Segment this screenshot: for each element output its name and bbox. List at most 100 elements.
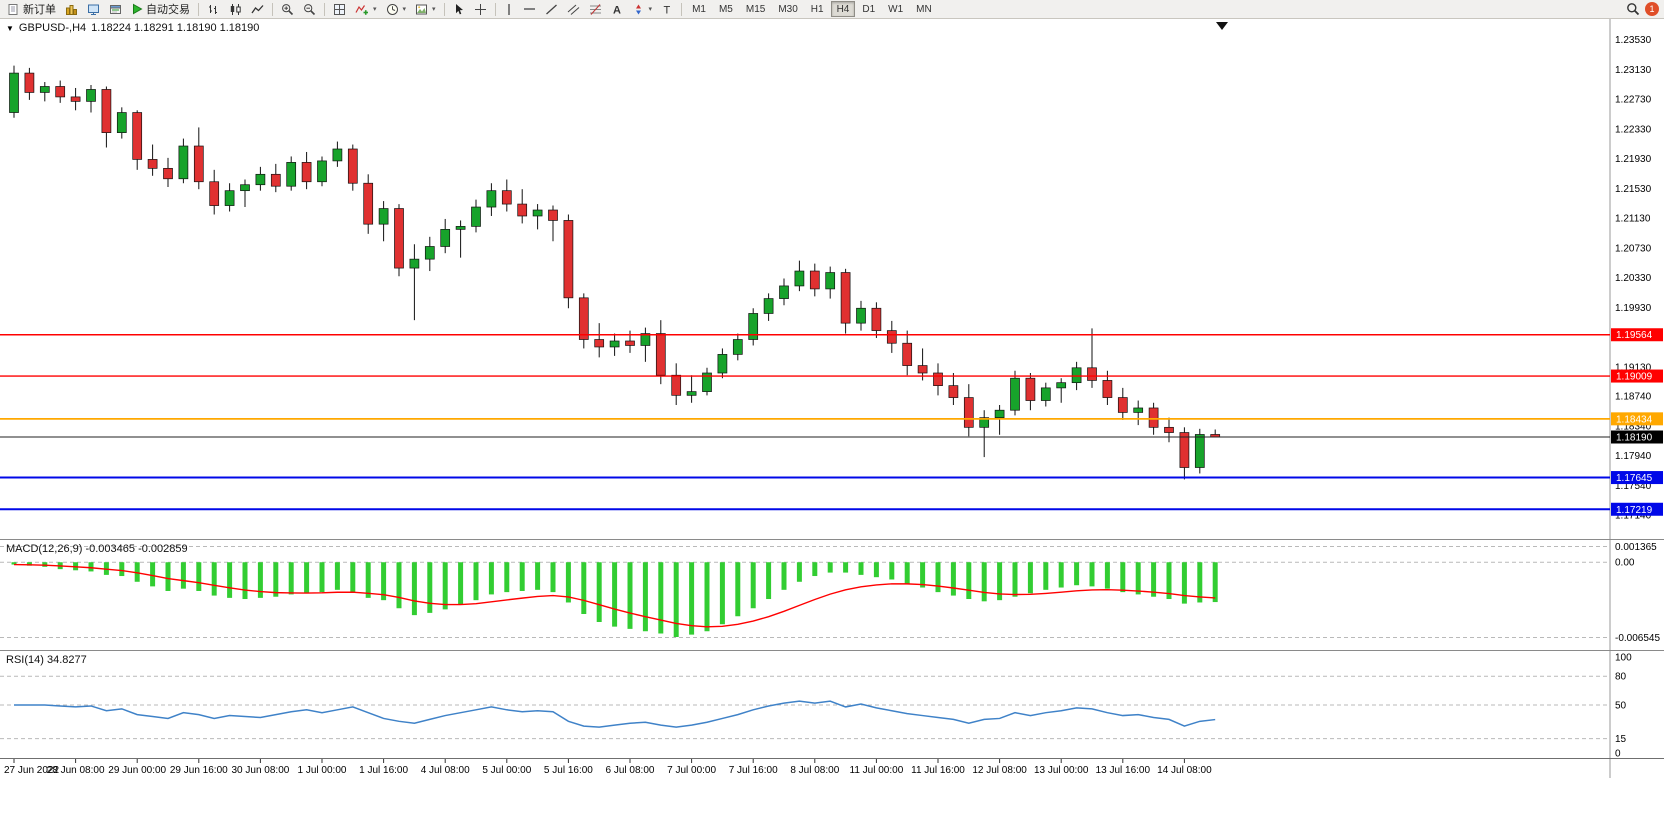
auto-trading-label: 自动交易 xyxy=(146,4,190,16)
crosshair-button[interactable] xyxy=(470,1,491,18)
svg-text:-0.006545: -0.006545 xyxy=(1615,633,1660,644)
svg-text:1.23130: 1.23130 xyxy=(1615,65,1652,76)
svg-text:50: 50 xyxy=(1615,701,1627,712)
search-icon xyxy=(1626,2,1640,16)
svg-text:6 Jul 08:00: 6 Jul 08:00 xyxy=(606,765,655,776)
svg-text:1.19564: 1.19564 xyxy=(1616,330,1653,341)
svg-text:15: 15 xyxy=(1615,734,1627,745)
macd-signal-line xyxy=(13,563,1216,628)
svg-text:0.00: 0.00 xyxy=(1615,558,1635,569)
auto-trading-button[interactable]: 自动交易 xyxy=(127,1,194,18)
tile-windows-icon xyxy=(333,3,346,16)
channel-button[interactable] xyxy=(563,1,584,18)
svg-text:28 Jun 08:00: 28 Jun 08:00 xyxy=(47,765,105,776)
time-axis-panel[interactable]: 27 Jun 2022 28 Jun 08:00 29 Jun 00:00 29 Ju… xyxy=(0,758,1664,778)
chevron-down-icon: ▾ xyxy=(648,6,653,13)
svg-text:1.17140: 1.17140 xyxy=(1615,511,1652,522)
market-watch-button[interactable] xyxy=(83,1,104,18)
rsi-canvas[interactable]: 100 80 50 15 0 xyxy=(0,651,1664,758)
arrows-icon xyxy=(632,3,645,16)
timeframe-m15-button[interactable]: M15 xyxy=(740,1,771,17)
svg-text:8 Jul 08:00: 8 Jul 08:00 xyxy=(790,765,839,776)
main-chart-panel[interactable]: 1.23530 1.23130 1.22730 1.22330 1.21930 1.215… xyxy=(0,19,1664,539)
svg-text:1.20730: 1.20730 xyxy=(1615,243,1652,254)
svg-text:1 Jul 00:00: 1 Jul 00:00 xyxy=(298,765,347,776)
price-axis[interactable]: 1.23530 1.23130 1.22730 1.22330 1.21930 1.215… xyxy=(1615,35,1652,522)
price-line-badge: 1.19564 xyxy=(1611,328,1663,342)
svg-text:1.19130: 1.19130 xyxy=(1615,363,1652,374)
fibonacci-button[interactable] xyxy=(585,1,606,18)
candlestick-type-icon xyxy=(229,3,242,16)
zoom-out-button[interactable] xyxy=(299,1,320,18)
candlestick-type-button[interactable] xyxy=(225,1,246,18)
text-label-button[interactable]: T xyxy=(657,1,677,18)
timeframe-w1-button[interactable]: W1 xyxy=(882,1,909,17)
price-line-badge: 1.19009 xyxy=(1611,369,1663,383)
timeframe-m1-button[interactable]: M1 xyxy=(686,1,712,17)
svg-text:80: 80 xyxy=(1615,672,1627,683)
horizontal-line-icon xyxy=(523,4,536,14)
bar-chart-type-button[interactable] xyxy=(203,1,224,18)
svg-text:1.22330: 1.22330 xyxy=(1615,124,1652,135)
bar-chart-type-icon xyxy=(207,3,220,16)
main-chart-canvas[interactable]: 1.23530 1.23130 1.22730 1.22330 1.21930 1.215… xyxy=(0,19,1664,539)
terminal-button[interactable] xyxy=(105,1,126,18)
text-button[interactable]: A xyxy=(607,1,627,18)
chart-shift-marker[interactable] xyxy=(1216,22,1228,30)
svg-text:30 Jun 08:00: 30 Jun 08:00 xyxy=(231,765,289,776)
vertical-line-button[interactable] xyxy=(500,1,518,18)
periods-button[interactable]: ▾ xyxy=(382,1,411,18)
svg-text:5 Jul 00:00: 5 Jul 00:00 xyxy=(482,765,531,776)
charts-icon xyxy=(65,3,78,16)
timeframe-d1-button[interactable]: D1 xyxy=(856,1,881,17)
timeframe-h4-button[interactable]: H4 xyxy=(830,1,856,17)
svg-text:1.18190: 1.18190 xyxy=(1616,433,1653,444)
timeframe-m5-button[interactable]: M5 xyxy=(713,1,739,17)
horizontal-line-button[interactable] xyxy=(519,1,540,18)
bottom-blank-area xyxy=(0,778,1664,830)
rsi-line xyxy=(14,700,1216,728)
terminal-icon xyxy=(109,3,122,16)
line-chart-type-button[interactable] xyxy=(247,1,268,18)
tile-windows-button[interactable] xyxy=(329,1,350,18)
notification-badge[interactable]: 1 xyxy=(1645,2,1659,16)
toolbar-separator xyxy=(494,2,496,16)
svg-text:1.21130: 1.21130 xyxy=(1615,214,1651,225)
toolbar-separator xyxy=(324,2,325,16)
timeframe-h1-button[interactable]: H1 xyxy=(805,1,830,17)
svg-text:1.21930: 1.21930 xyxy=(1615,154,1652,165)
svg-text:1.20330: 1.20330 xyxy=(1615,273,1652,284)
macd-canvas[interactable]: 0.001365 0.00 -0.006545 xyxy=(0,540,1664,650)
candlestick-series xyxy=(9,65,1221,480)
autotrading-play-icon xyxy=(131,3,143,15)
svg-text:1.17540: 1.17540 xyxy=(1615,481,1652,492)
svg-text:1.18740: 1.18740 xyxy=(1615,392,1652,403)
crosshair-icon xyxy=(474,3,487,16)
svg-text:29 Jun 00:00: 29 Jun 00:00 xyxy=(108,765,166,776)
zoom-in-button[interactable] xyxy=(277,1,298,18)
vertical-line-icon xyxy=(504,3,514,16)
svg-text:14 Jul 08:00: 14 Jul 08:00 xyxy=(1157,765,1212,776)
text-label-icon: T xyxy=(661,3,673,16)
charts-button[interactable] xyxy=(61,1,82,18)
macd-indicator-panel[interactable]: 0.001365 0.00 -0.006545 MACD(12,26,9) -0.0… xyxy=(0,539,1664,650)
indicators-button[interactable]: ▾ xyxy=(351,1,381,18)
trendline-button[interactable] xyxy=(541,1,562,18)
timeframe-mn-button[interactable]: MN xyxy=(910,1,938,17)
cursor-button[interactable] xyxy=(449,1,469,18)
chevron-down-icon: ▾ xyxy=(373,6,377,13)
rsi-indicator-panel[interactable]: 100 80 50 15 0 RSI(14) 34.8277 xyxy=(0,650,1664,758)
search-button[interactable] xyxy=(1622,1,1644,18)
toolbar-separator xyxy=(272,2,273,16)
svg-text:11 Jul 16:00: 11 Jul 16:00 xyxy=(911,765,965,776)
new-order-button[interactable]: 新订单 xyxy=(3,1,60,18)
price-line-badge: 1.17219 xyxy=(1611,502,1663,516)
timeframe-m30-button[interactable]: M30 xyxy=(772,1,803,17)
svg-text:1.17940: 1.17940 xyxy=(1615,451,1652,462)
zoom-out-icon xyxy=(303,3,316,16)
templates-button[interactable]: ▾ xyxy=(411,1,440,18)
arrows-button[interactable]: ▾ xyxy=(628,1,657,18)
toolbar-separator xyxy=(681,2,683,16)
